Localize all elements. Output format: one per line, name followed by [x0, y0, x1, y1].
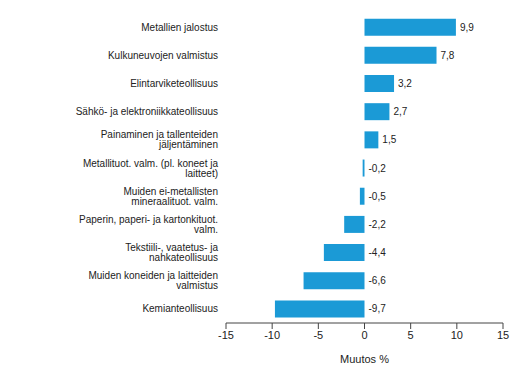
svg-text:-0,5: -0,5 — [369, 191, 387, 202]
svg-text:-5: -5 — [313, 329, 323, 341]
svg-text:0: 0 — [361, 329, 367, 341]
svg-text:Metallien jalostus: Metallien jalostus — [141, 22, 218, 33]
svg-text:Painaminen ja tallenteidenjälj: Painaminen ja tallenteidenjäljentäminen — [101, 129, 218, 150]
svg-text:15: 15 — [497, 329, 509, 341]
svg-text:9,9: 9,9 — [460, 22, 474, 33]
svg-text:Muiden koneiden ja laitteidenv: Muiden koneiden ja laitteidenvalmistus — [88, 270, 218, 291]
svg-text:1,5: 1,5 — [382, 134, 396, 145]
svg-text:-0,2: -0,2 — [369, 163, 387, 174]
svg-text:-9,7: -9,7 — [369, 303, 387, 314]
svg-text:-10: -10 — [264, 329, 280, 341]
svg-text:Kulkuneuvojen valmistus: Kulkuneuvojen valmistus — [108, 50, 218, 61]
svg-text:2,7: 2,7 — [393, 106, 407, 117]
svg-text:Elintarviketeollisuus: Elintarviketeollisuus — [130, 78, 218, 89]
svg-text:10: 10 — [451, 329, 463, 341]
svg-text:Muiden ei-metallistenmineraali: Muiden ei-metallistenmineraalituot. valm… — [124, 186, 219, 207]
svg-text:Metallituot. valm. (pl. koneet: Metallituot. valm. (pl. koneet jalaittee… — [83, 158, 218, 179]
svg-text:3,2: 3,2 — [398, 78, 412, 89]
svg-text:-6,6: -6,6 — [369, 275, 387, 286]
svg-text:Kemianteollisuus: Kemianteollisuus — [142, 303, 218, 314]
svg-text:7,8: 7,8 — [441, 50, 455, 61]
svg-text:Sähkö- ja elektroniikkateollis: Sähkö- ja elektroniikkateollisuus — [76, 106, 218, 117]
svg-text:Muutos %: Muutos % — [340, 353, 389, 365]
svg-text:-15: -15 — [218, 329, 234, 341]
svg-text:-4,4: -4,4 — [369, 247, 387, 258]
svg-text:-2,2: -2,2 — [369, 219, 387, 230]
svg-text:Tekstiili-, vaatetus- janahkat: Tekstiili-, vaatetus- janahkateollisuus — [125, 242, 218, 263]
svg-text:Paperin, paperi- ja kartonkitu: Paperin, paperi- ja kartonkituot.valm. — [79, 214, 218, 235]
svg-text:5: 5 — [408, 329, 414, 341]
